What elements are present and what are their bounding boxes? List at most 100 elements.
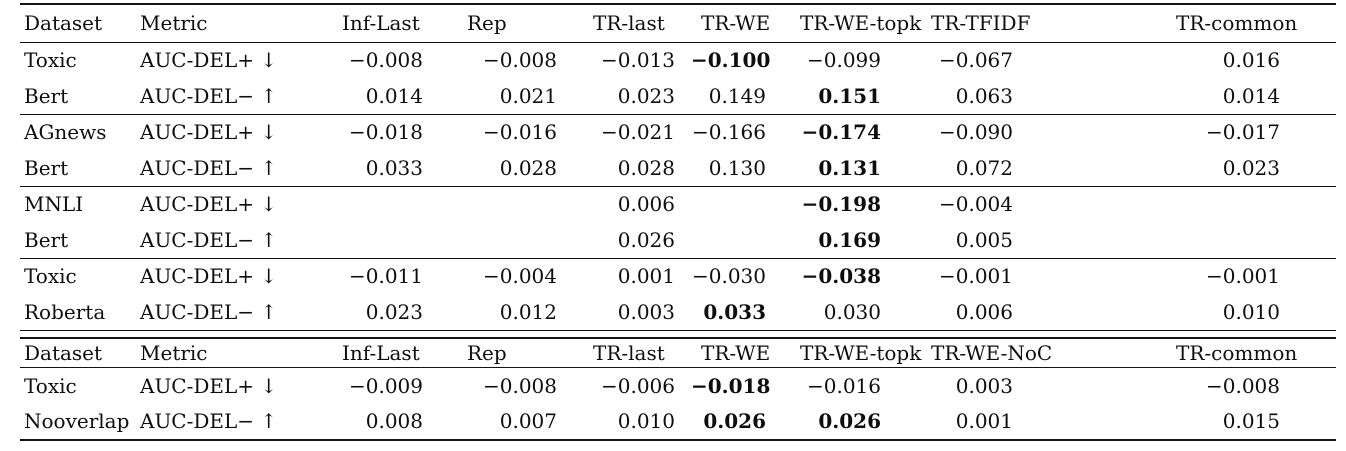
results-table: Dataset Metric Inf-Last Rep TR-last TR-WE TR-W… xyxy=(20,3,1336,441)
metric-label: AUC-DEL− ↑ xyxy=(140,155,278,180)
value-cell: 0.006 xyxy=(617,192,675,217)
metric-label: AUC-DEL+ ↓ xyxy=(140,373,278,398)
metric-label: AUC-DEL− ↑ xyxy=(140,409,278,433)
value-cell: 0.151 xyxy=(818,83,881,108)
dataset-label: Toxic xyxy=(24,48,77,73)
value-cell: 0.015 xyxy=(1222,409,1280,433)
value-cell: −0.004 xyxy=(938,192,1013,217)
value-cell: −0.090 xyxy=(938,120,1013,145)
value-cell: −0.038 xyxy=(801,264,881,289)
table-row: AGnews AUC-DEL+ ↓ −0.018 −0.016 −0.021 −0.166… xyxy=(20,114,1336,150)
value-cell: 0.006 xyxy=(955,299,1013,324)
value-cell: 0.001 xyxy=(955,409,1013,433)
value-cell: −0.008 xyxy=(482,373,557,398)
value-cell: −0.067 xyxy=(938,48,1013,73)
metric-label: AUC-DEL+ ↓ xyxy=(140,48,278,73)
column-header-tr-we-noc: TR-WE-NoC xyxy=(931,340,1053,365)
column-header-tr-we-topk: TR-WE-topk xyxy=(800,340,922,365)
value-cell: −0.001 xyxy=(938,264,1013,289)
value-cell: 0.003 xyxy=(955,373,1013,398)
table-row: Toxic AUC-DEL+ ↓ −0.009 −0.008 −0.006 −0.018 −… xyxy=(20,368,1336,404)
value-cell: 0.007 xyxy=(499,409,557,433)
value-cell: −0.198 xyxy=(801,192,881,217)
value-cell: 0.033 xyxy=(703,299,766,324)
value-cell: 0.012 xyxy=(499,299,557,324)
dataset-label: Nooverlap xyxy=(24,409,130,433)
value-cell: 0.016 xyxy=(1222,48,1280,73)
value-cell: −0.016 xyxy=(482,120,557,145)
value-cell: 0.030 xyxy=(823,299,881,324)
value-cell xyxy=(690,186,780,222)
header-row: Dataset Metric Inf-Last Rep TR-last TR-WE TR-W… xyxy=(20,337,1336,368)
value-cell: 0.028 xyxy=(617,155,675,180)
value-cell xyxy=(1060,186,1336,222)
table-row: Bert AUC-DEL− ↑ 0.014 0.021 0.023 0.149 0.151 0… xyxy=(20,78,1336,114)
value-cell: 0.008 xyxy=(365,409,423,433)
metric-label: AUC-DEL+ ↓ xyxy=(140,192,278,217)
value-cell: 0.014 xyxy=(1222,83,1280,108)
value-cell: 0.026 xyxy=(617,227,675,252)
value-cell: 0.001 xyxy=(617,264,675,289)
column-header-rep: Rep xyxy=(467,11,507,36)
value-cell: 0.149 xyxy=(708,83,766,108)
table-row: Nooverlap AUC-DEL− ↑ 0.008 0.007 0.010 0.026 0… xyxy=(20,404,1336,440)
column-header-tr-we-topk: TR-WE-topk xyxy=(800,11,922,36)
value-cell: −0.166 xyxy=(691,120,766,145)
value-cell: 0.063 xyxy=(955,83,1013,108)
column-header-metric: Metric xyxy=(140,11,208,36)
value-cell: 0.014 xyxy=(365,83,423,108)
dataset-label: Toxic xyxy=(24,373,77,398)
column-header-tr-we: TR-WE xyxy=(701,11,771,36)
dataset-label: AGnews xyxy=(24,120,107,145)
table-row: MNLI AUC-DEL+ ↓ 0.006 −0.198 −0.004 xyxy=(20,186,1336,222)
value-cell: −0.016 xyxy=(806,373,881,398)
metric-label: AUC-DEL+ ↓ xyxy=(140,264,278,289)
value-cell: −0.001 xyxy=(1205,264,1280,289)
column-header-inf-last: Inf-Last xyxy=(342,340,420,365)
value-cell: −0.008 xyxy=(348,48,423,73)
value-cell: 0.169 xyxy=(818,227,881,252)
column-header-dataset: Dataset xyxy=(24,340,103,365)
value-cell: 0.033 xyxy=(365,155,423,180)
value-cell: 0.023 xyxy=(617,83,675,108)
value-cell: −0.021 xyxy=(600,120,675,145)
value-cell: −0.011 xyxy=(348,264,423,289)
table-row: Bert AUC-DEL− ↑ 0.033 0.028 0.028 0.130 0.131 0… xyxy=(20,150,1336,186)
value-cell: −0.099 xyxy=(806,48,881,73)
table-row: Toxic AUC-DEL+ ↓ −0.011 −0.004 0.001 −0.030 −0… xyxy=(20,258,1336,294)
value-cell: −0.018 xyxy=(691,373,771,398)
dataset-label: Toxic xyxy=(24,264,77,289)
value-cell: 0.028 xyxy=(499,155,557,180)
dataset-label: Bert xyxy=(24,83,69,108)
value-cell: 0.130 xyxy=(708,155,766,180)
value-cell: 0.005 xyxy=(955,227,1013,252)
value-cell: 0.026 xyxy=(818,409,881,433)
value-cell: −0.008 xyxy=(1205,373,1280,398)
metric-label: AUC-DEL− ↑ xyxy=(140,83,278,108)
value-cell: −0.030 xyxy=(691,264,766,289)
column-header-rep: Rep xyxy=(467,340,507,365)
column-header-tr-common: TR-common xyxy=(1176,340,1298,365)
value-cell xyxy=(690,222,780,258)
column-header-inf-last: Inf-Last xyxy=(342,11,420,36)
value-cell: 0.023 xyxy=(365,299,423,324)
column-header-tr-common: TR-common xyxy=(1176,11,1298,36)
value-cell: 0.021 xyxy=(499,83,557,108)
table-row: Roberta AUC-DEL− ↑ 0.023 0.012 0.003 0.033 0.0… xyxy=(20,294,1336,330)
metric-label: AUC-DEL− ↑ xyxy=(140,299,278,324)
header-row: Dataset Metric Inf-Last Rep TR-last TR-WE TR-W… xyxy=(20,4,1336,42)
metric-label: AUC-DEL− ↑ xyxy=(140,227,278,252)
table-row: Toxic AUC-DEL+ ↓ −0.008 −0.008 −0.013 −0.100 −… xyxy=(20,42,1336,78)
column-header-tr-last: TR-last xyxy=(593,340,665,365)
value-cell: 0.010 xyxy=(617,409,675,433)
column-header-metric: Metric xyxy=(140,340,208,365)
value-cell: 0.072 xyxy=(955,155,1013,180)
dataset-label: MNLI xyxy=(24,192,84,217)
value-cell xyxy=(455,186,580,222)
column-header-dataset: Dataset xyxy=(24,11,103,36)
value-cell xyxy=(330,186,455,222)
value-cell: −0.017 xyxy=(1205,120,1280,145)
value-cell: 0.003 xyxy=(617,299,675,324)
table-row: Bert AUC-DEL− ↑ 0.026 0.169 0.005 xyxy=(20,222,1336,258)
value-cell xyxy=(1060,222,1336,258)
